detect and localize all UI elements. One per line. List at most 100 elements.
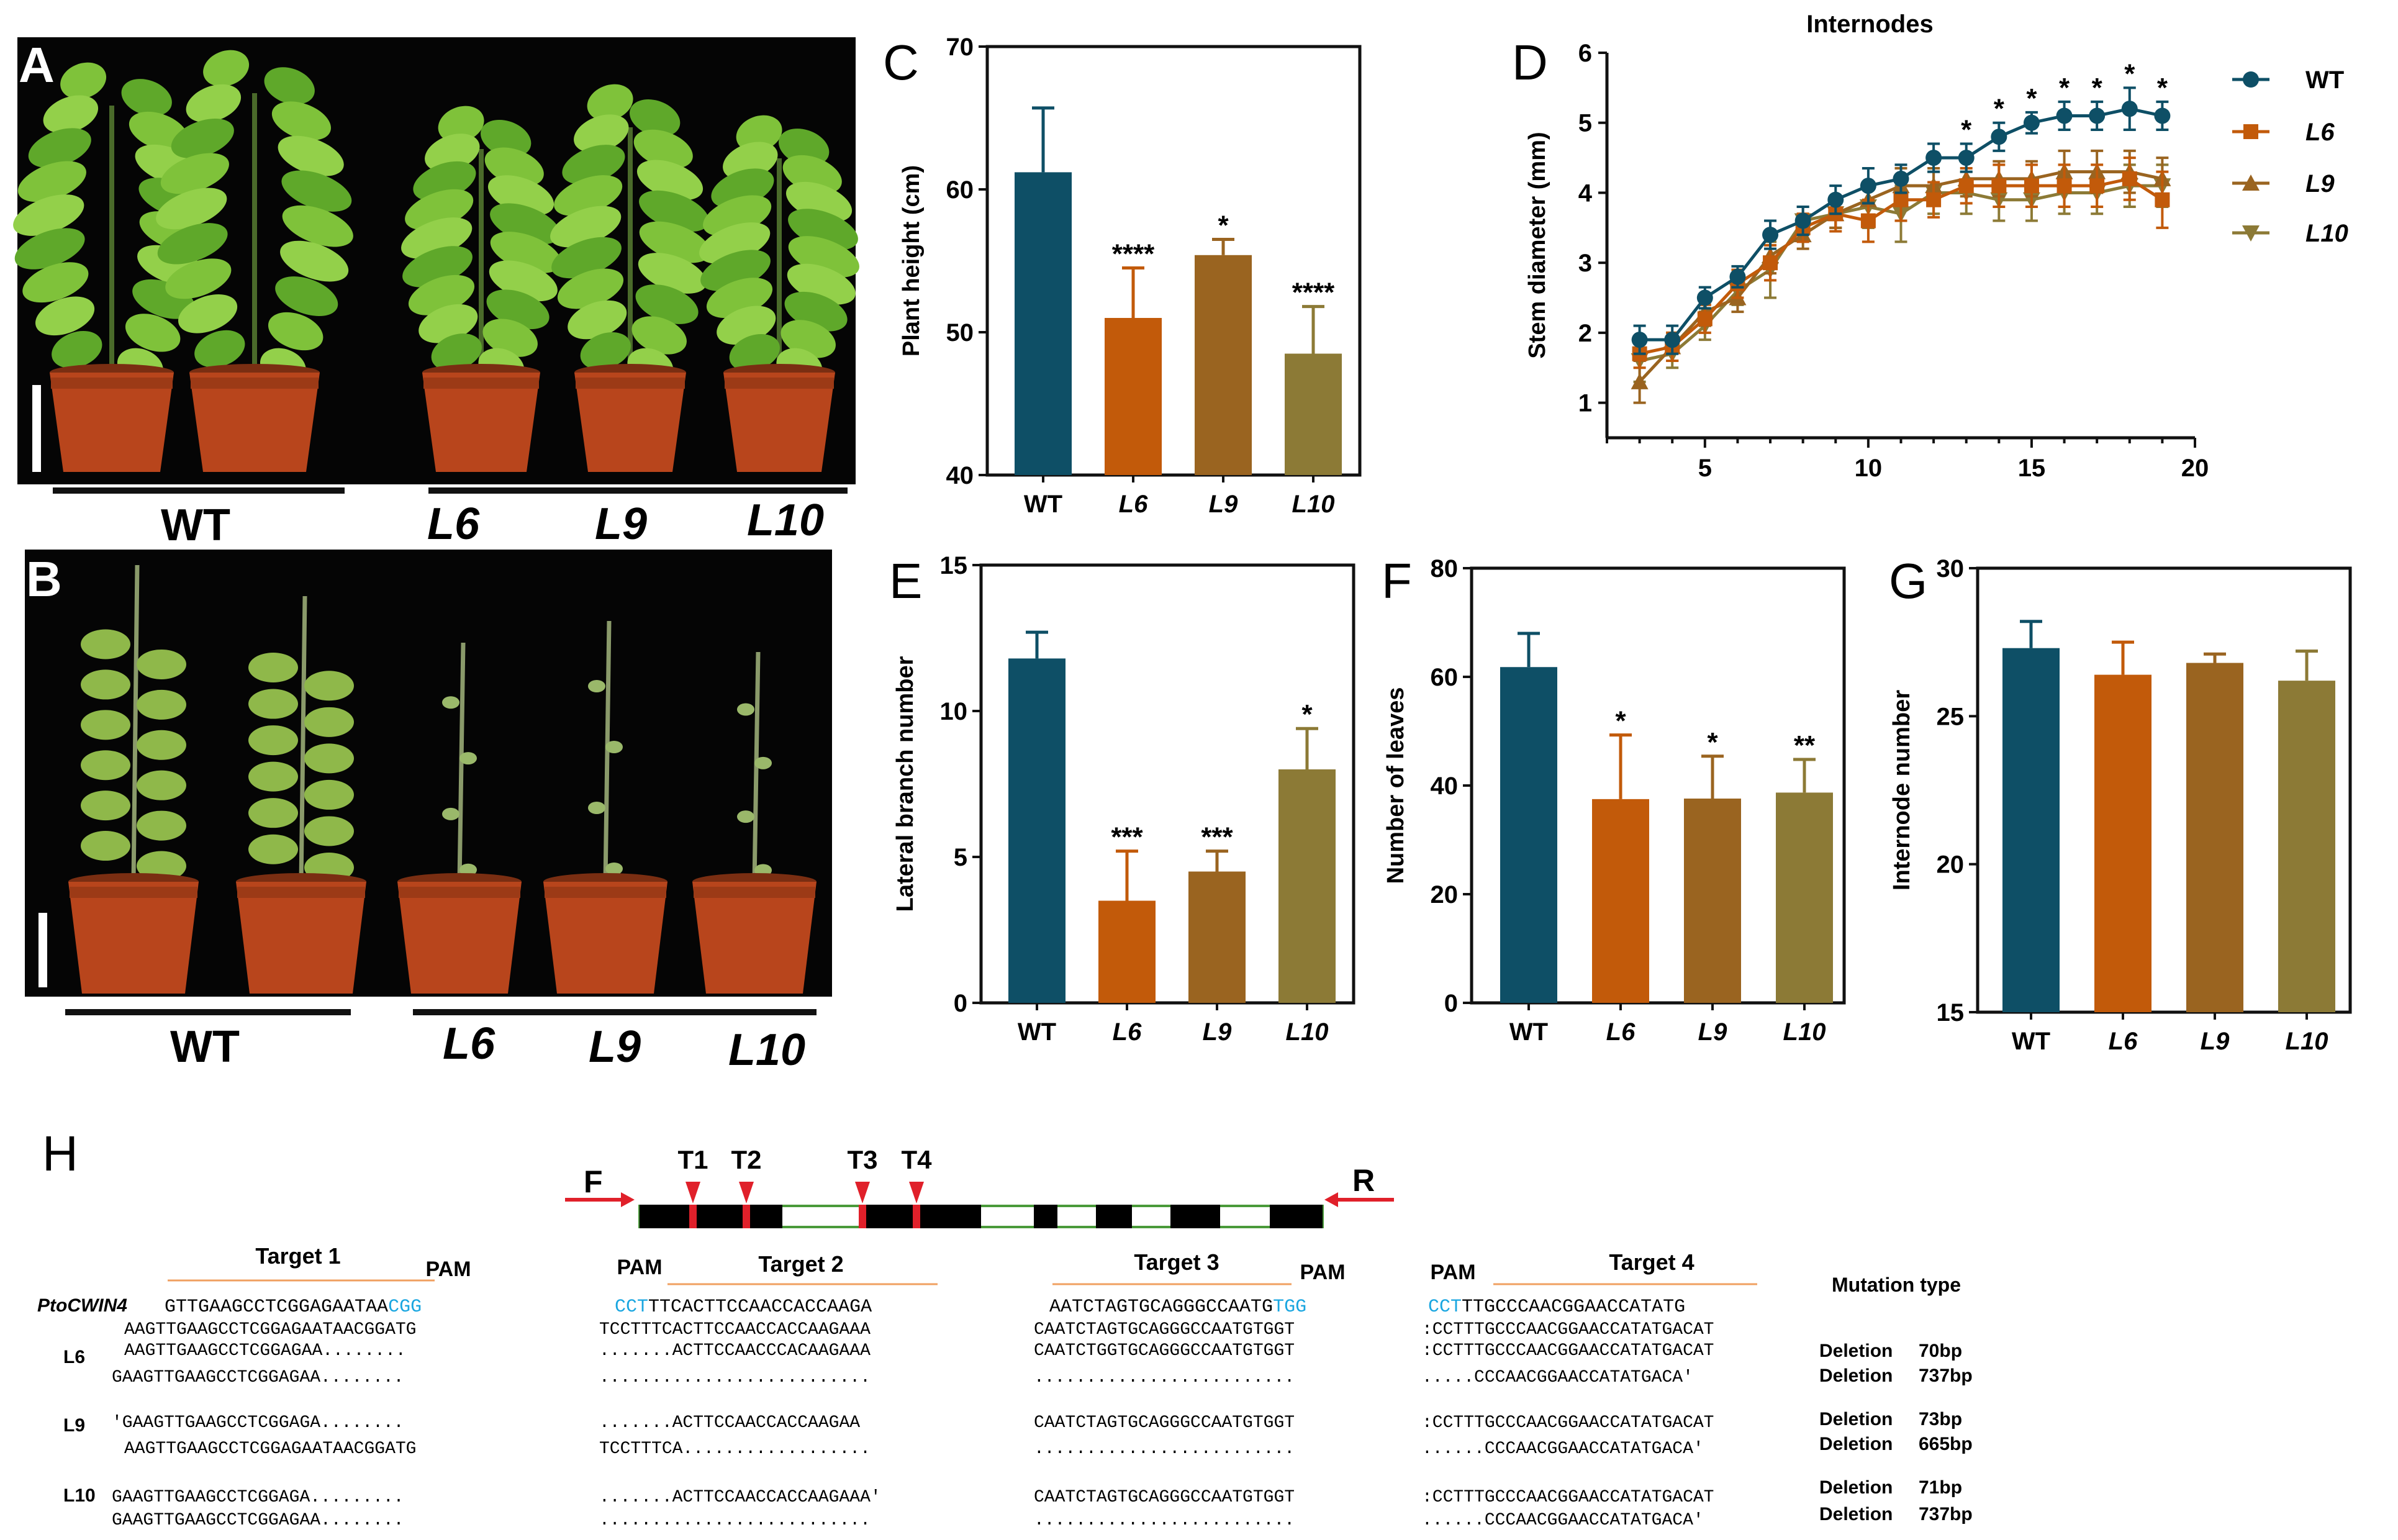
data-point	[1926, 192, 1942, 207]
bar	[1188, 871, 1246, 1003]
line-label: L9	[63, 1415, 85, 1436]
data-point	[2056, 178, 2072, 194]
pot-band	[70, 887, 197, 898]
data-point	[2023, 114, 2040, 131]
pot-band	[399, 887, 520, 898]
legend-label: L9	[2305, 170, 2335, 197]
y-tick-label: 80	[1431, 555, 1459, 582]
x-tick-label: 20	[2181, 455, 2209, 482]
pam-label: PAM	[1430, 1261, 1475, 1284]
pot-body	[543, 882, 667, 994]
mutation-rows: Deletion 70bp Deletion 737bp Deletion 73bp Del…	[1819, 1341, 1973, 1524]
y-tick-label: 6	[1578, 40, 1592, 67]
pot-body	[574, 373, 686, 472]
mutation-type: Deletion	[1819, 1434, 1893, 1454]
target-site	[859, 1205, 866, 1228]
ref-pam: TGG	[1273, 1297, 1306, 1318]
leaf	[459, 752, 477, 765]
leaf	[568, 300, 627, 340]
alignment-row: .........................	[1034, 1368, 1295, 1387]
target-marker-t2: T2	[731, 1145, 762, 1228]
alignment-row: CAATCTAGTGCAGGGCCAATGTGGT	[1034, 1320, 1295, 1339]
mutation-type-header: Mutation type	[1832, 1274, 1961, 1296]
bar	[1684, 799, 1741, 1003]
bar	[1285, 353, 1342, 475]
significance-label: *	[1961, 115, 1972, 145]
bar	[2278, 681, 2335, 1012]
leaf	[280, 240, 349, 282]
pot-body	[50, 373, 174, 472]
plant-stem	[131, 564, 140, 882]
leaf	[431, 333, 482, 371]
x-tick-label: WT	[1018, 1018, 1056, 1046]
data-point	[1925, 150, 1942, 166]
target-arrow	[855, 1182, 870, 1203]
alignment-row: .........................	[1034, 1439, 1295, 1459]
photo-a-plants	[13, 50, 859, 472]
data-point	[1860, 178, 1876, 194]
significance-label: ****	[1292, 278, 1335, 308]
significance-label: ***	[1201, 822, 1233, 853]
leaf	[60, 62, 107, 99]
significance-label: **	[1794, 730, 1816, 761]
legend-marker	[2243, 124, 2258, 139]
leaf	[268, 312, 324, 351]
significance-label: *	[1707, 727, 1718, 758]
significance-label: *	[2026, 83, 2037, 114]
leaf	[282, 205, 353, 247]
pot-band	[237, 887, 365, 898]
leaf	[580, 332, 631, 369]
leaf	[281, 170, 352, 212]
leaf	[638, 253, 707, 294]
pot-body	[189, 373, 320, 472]
ref-main: GTTGAAGCCTCGGAGAATAA	[165, 1297, 388, 1318]
leaf	[248, 761, 298, 792]
target-3-header: Target 3 PAM	[1052, 1249, 1346, 1285]
leaf	[157, 223, 228, 265]
mutation-type: Deletion	[1819, 1409, 1893, 1429]
target-title: Target 3	[1134, 1249, 1219, 1275]
leaf	[737, 703, 754, 716]
pot-band	[191, 378, 319, 389]
data-point	[1664, 332, 1681, 348]
significance-label: *	[2059, 73, 2070, 103]
significance-label: ***	[1111, 822, 1143, 853]
leaf	[81, 831, 130, 861]
target-marker-t4: T4	[901, 1145, 932, 1228]
leaf	[419, 304, 478, 343]
target-4-header: PAM Target 4	[1430, 1249, 1757, 1285]
scale-bar-b	[38, 913, 47, 987]
data-point	[1794, 212, 1811, 229]
panel-label-f: F	[1382, 553, 1412, 609]
panel-label-c: C	[883, 35, 919, 90]
leaf	[137, 730, 186, 760]
bar	[2186, 663, 2243, 1012]
exon-6	[1270, 1205, 1323, 1228]
leaf	[278, 135, 344, 176]
photo-b-group-label: L10	[728, 1025, 805, 1075]
x-tick-label: L6	[1606, 1018, 1636, 1046]
x-tick-label: L6	[2109, 1028, 2138, 1055]
pot-band	[51, 378, 173, 389]
alignment-row: GAAGTTGAAGCCTCGGAGAA........	[112, 1368, 404, 1387]
leaf	[125, 314, 181, 352]
alignment-row: GAAGTTGAAGCCTCGGAGAA........	[112, 1511, 404, 1530]
data-point	[1631, 332, 1648, 348]
leaf	[737, 810, 754, 823]
pot-body	[397, 882, 522, 994]
bar	[1776, 792, 1833, 1003]
leaf	[633, 129, 693, 169]
alignment-row: ..........................	[599, 1368, 871, 1387]
x-tick-label: WT	[1509, 1018, 1548, 1046]
leaf	[81, 790, 130, 821]
leaf	[160, 153, 229, 194]
leaf	[574, 114, 629, 153]
y-tick-label: 40	[1431, 772, 1459, 800]
leaf	[165, 258, 232, 299]
bar	[1098, 900, 1156, 1003]
alignment-row: ......CCCAACGGAACCATATGACA'	[1422, 1439, 1704, 1459]
photo-a-group-label: WT	[161, 500, 230, 550]
reference-sequence-4: CCTTTGCCCAACGGAACCATATG	[1428, 1297, 1685, 1318]
plant-stem	[457, 642, 466, 882]
bar	[1008, 658, 1066, 1003]
